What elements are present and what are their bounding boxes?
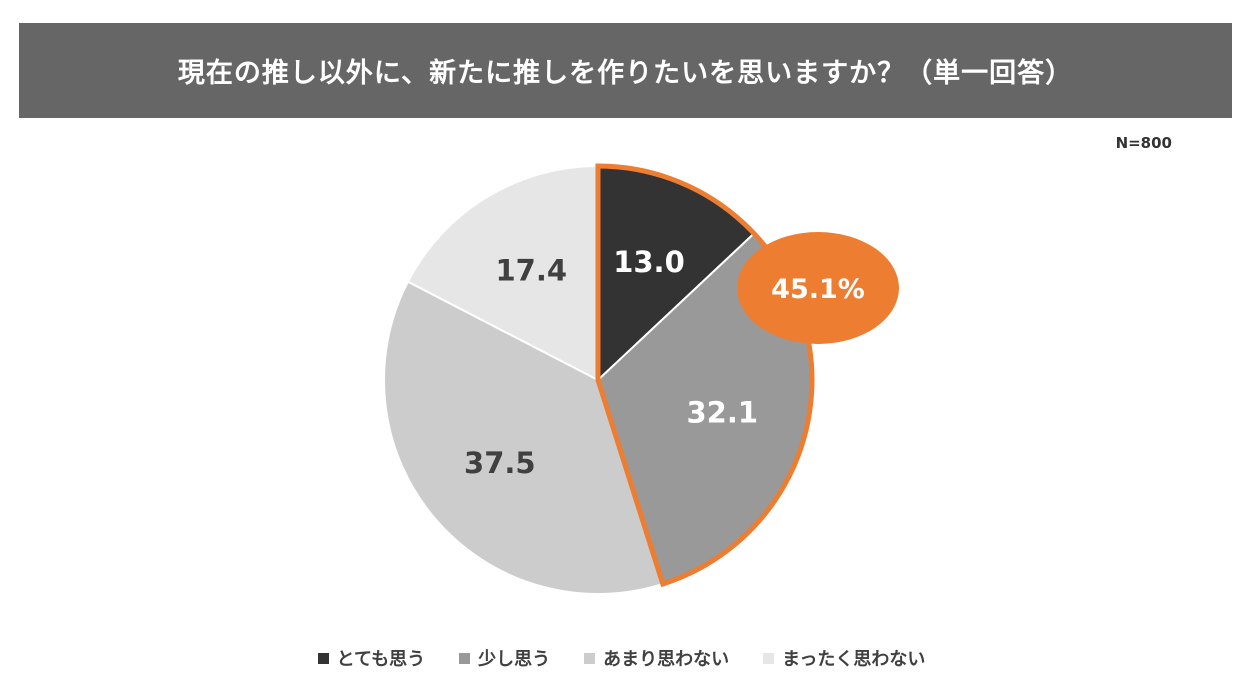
title-bar: 現在の推し以外に、新たに推しを作りたいを思いますか？（単一回答） — [19, 23, 1232, 118]
pie-slice-4 — [406, 164, 599, 382]
slice-value-label: 32.1 — [686, 395, 758, 429]
legend: とても思う 少し思う あまり思わない まったく思わない — [0, 645, 1243, 671]
legend-item-not-at-all: まったく思わない — [763, 645, 925, 671]
slice-value-label: 13.0 — [613, 245, 685, 279]
slice-value-label: 37.5 — [464, 446, 536, 480]
legend-swatch — [317, 652, 329, 664]
legend-label: まったく思わない — [782, 649, 926, 670]
legend-label: 少し思う — [478, 649, 551, 670]
legend-item-very-much: とても思う — [317, 645, 426, 671]
legend-label: とても思う — [336, 649, 426, 670]
legend-swatch — [459, 652, 471, 664]
legend-item-not-much: あまり思わない — [584, 645, 729, 671]
legend-label: あまり思わない — [603, 649, 730, 670]
callout-label: 45.1% — [771, 274, 865, 305]
legend-item-somewhat: 少し思う — [459, 645, 550, 671]
chart-title: 現在の推し以外に、新たに推しを作りたいを思いますか？（単一回答） — [177, 58, 1074, 89]
callout-ellipse — [737, 232, 899, 344]
sample-size: N=800 — [1115, 134, 1172, 152]
pie-slice-3 — [383, 280, 665, 595]
legend-swatch — [584, 652, 596, 664]
slice-value-label: 17.4 — [495, 253, 567, 287]
legend-swatch — [763, 652, 775, 664]
highlight-outline — [595, 163, 815, 588]
